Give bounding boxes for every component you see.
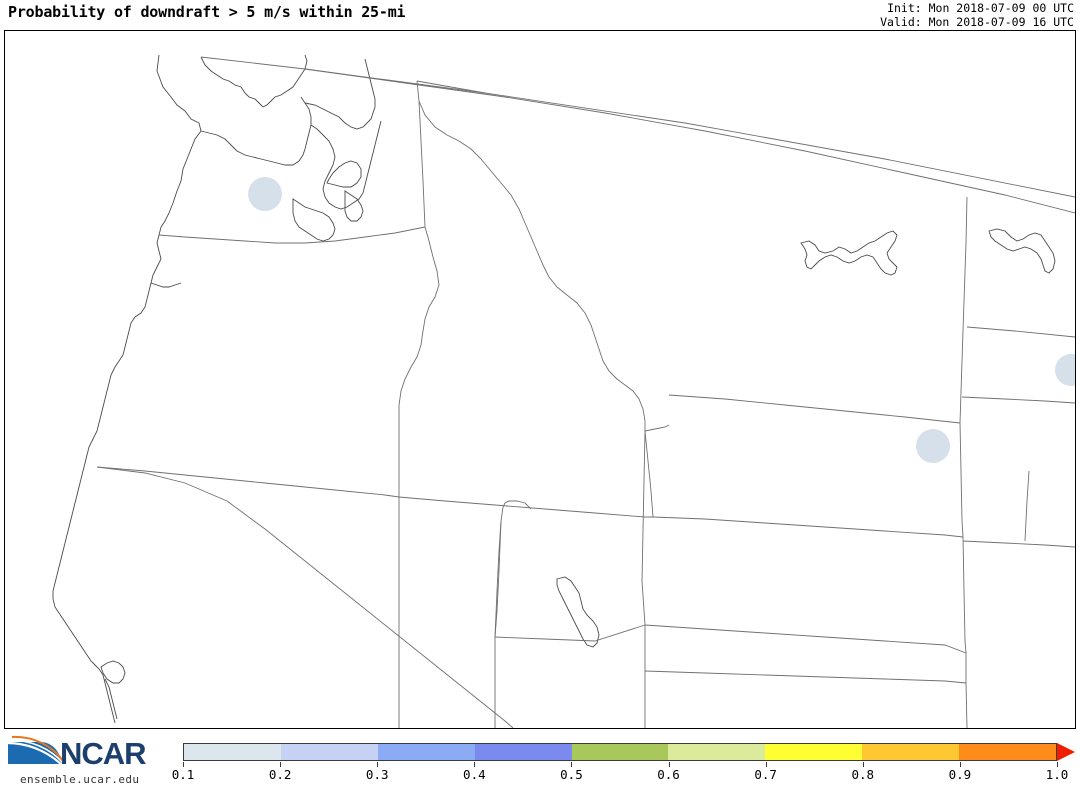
- pacific-coastline: [52, 234, 162, 724]
- colorbar-ticklabel-8: 0.9: [948, 767, 972, 782]
- border-wa-id: [416, 80, 426, 228]
- border-ca-or-ne: [96, 466, 228, 502]
- colorbar-tickmark-2: [377, 762, 379, 767]
- map-canvas[interactable]: [4, 30, 1076, 729]
- page-title: Probability of downdraft > 5 m/s within …: [8, 3, 406, 21]
- border-or-id: [398, 226, 440, 497]
- colorbar-ticklabel-5: 0.6: [657, 767, 680, 782]
- coastline-layer: [52, 54, 1056, 724]
- colorbar-ticks: 0.1 0.2 0.3 0.4 0.5 0.6 0.7 0.8 0.9 1.0: [172, 762, 1068, 786]
- border-co-east: [962, 536, 967, 654]
- border-us-canada: [200, 56, 1075, 214]
- lake-oahe: [988, 228, 1056, 274]
- colorbar-band-4: [571, 744, 669, 760]
- border-49th-parallel: [304, 68, 1075, 198]
- border-mt-wy: [668, 394, 961, 424]
- ncar-logo[interactable]: NCAR ensemble.ucar.edu: [6, 734, 174, 790]
- border-co-nm: [644, 624, 967, 654]
- blob-washington: [248, 177, 282, 211]
- border-wa-or: [158, 226, 426, 244]
- colorbar-band-6: [765, 744, 863, 760]
- colorbar-band-0: [184, 744, 281, 760]
- colorbar-band-7: [862, 744, 960, 760]
- border-nv-ut-east: [494, 520, 502, 638]
- map-geography: [52, 54, 1075, 728]
- colorbar-tickmark-9: [1057, 762, 1058, 767]
- valid-time-label: Valid: Mon 2018-07-09 16 UTC: [880, 14, 1074, 29]
- colorbar-tickmark-1: [280, 762, 282, 767]
- puget-sound-inner: [310, 120, 382, 210]
- border-co-ut: [641, 430, 646, 626]
- footer-bar: NCAR ensemble.ucar.edu 0.1 0.2 0.3 0.4 0.5 0.…: [0, 732, 1080, 792]
- colorbar-tickmark-3: [474, 762, 476, 767]
- colorbar-ticklabel-6: 0.7: [754, 767, 777, 782]
- colorbar-band-2: [377, 744, 475, 760]
- vancouver-island-north: [200, 54, 308, 108]
- blob-nebraska-edge: [1055, 354, 1075, 386]
- colorbar-ticklabel-4: 0.5: [560, 767, 583, 782]
- colorbar-tickmark-7: [862, 762, 864, 767]
- colorbar-ticklabel-3: 0.4: [463, 767, 486, 782]
- colorbar[interactable]: 0.1 0.2 0.3 0.4 0.5 0.6 0.7 0.8 0.9 1.0: [172, 743, 1075, 787]
- colorbar-ticklabel-9: 1.0: [1045, 767, 1069, 782]
- bc-coast-line: [156, 54, 202, 236]
- border-id-south: [398, 496, 653, 518]
- ncar-wordmark: NCAR: [60, 736, 147, 771]
- colorbar-ticklabel-2: 0.3: [365, 767, 389, 782]
- colorbar-ticklabel-1: 0.2: [268, 767, 292, 782]
- great-salt-lake: [556, 576, 600, 648]
- border-nm-ok-tx: [644, 670, 967, 684]
- border-nd-sd: [966, 326, 1075, 338]
- forecast-metadata: Init: Mon 2018-07-09 00 UTC Valid: Mon 2…: [880, 1, 1074, 29]
- init-time-label: Init: Mon 2018-07-09 00 UTC: [887, 1, 1074, 15]
- logo-white-swoosh-1: [7, 741, 63, 766]
- colorbar-band-8: [959, 744, 1057, 760]
- border-nv-ca-diagonal: [226, 500, 514, 728]
- border-id-mt: [418, 100, 646, 431]
- colorbar-tickmark-8: [959, 762, 961, 767]
- colorbar-band-3: [474, 744, 572, 760]
- ncar-logo-mark: [7, 735, 64, 766]
- probability-field: [248, 177, 1075, 463]
- border-wy-east: [959, 422, 964, 538]
- puget-sound-east: [304, 58, 376, 130]
- border-nm-tx: [965, 653, 968, 728]
- colorbar-tickmark-6: [765, 762, 767, 767]
- colorbar-tickmark-0: [183, 762, 184, 767]
- border-sd-ne: [961, 396, 1075, 404]
- logo-white-swoosh-2: [9, 739, 64, 764]
- colorbar-bands: [183, 743, 1057, 761]
- colorbar-tickmark-5: [668, 762, 670, 767]
- columbia-river-mouth: [150, 282, 182, 288]
- colorbar-ticklabel-7: 0.8: [851, 767, 875, 782]
- border-or-south: [96, 466, 400, 498]
- vancouver-island-south: [200, 96, 312, 166]
- border-ut-nv-step: [500, 500, 532, 522]
- border-mt-nd: [959, 196, 968, 424]
- blob-wyoming-colorado-border: [916, 429, 950, 463]
- border-id-wy: [644, 424, 670, 432]
- lake-sakakawea: [800, 230, 898, 276]
- colorbar-band-5: [668, 744, 766, 760]
- border-ut-az: [494, 624, 646, 642]
- whidbey-island: [344, 190, 364, 222]
- coast-inner-line: [104, 678, 118, 720]
- island-san-juan: [326, 160, 362, 188]
- colorbar-extend-arrow: [1057, 743, 1075, 761]
- colorbar-tickmark-4: [571, 762, 573, 767]
- border-ne-ks: [962, 540, 1075, 548]
- border-ne-ia-hint: [1024, 470, 1030, 542]
- border-id-wy-utah: [644, 430, 654, 518]
- colorbar-ticklabel-0: 0.1: [171, 767, 195, 782]
- olympic-peninsula-inner: [292, 198, 336, 242]
- logo-blue-shape: [8, 742, 62, 764]
- colorbar-band-1: [280, 744, 378, 760]
- border-wy-co: [652, 516, 964, 538]
- political-borders-layer: [96, 56, 1075, 728]
- border-mt-canada-west: [416, 80, 486, 94]
- ncar-url-label: ensemble.ucar.edu: [20, 773, 140, 786]
- logo-orange-arc: [11, 735, 64, 762]
- sf-bay: [100, 660, 126, 684]
